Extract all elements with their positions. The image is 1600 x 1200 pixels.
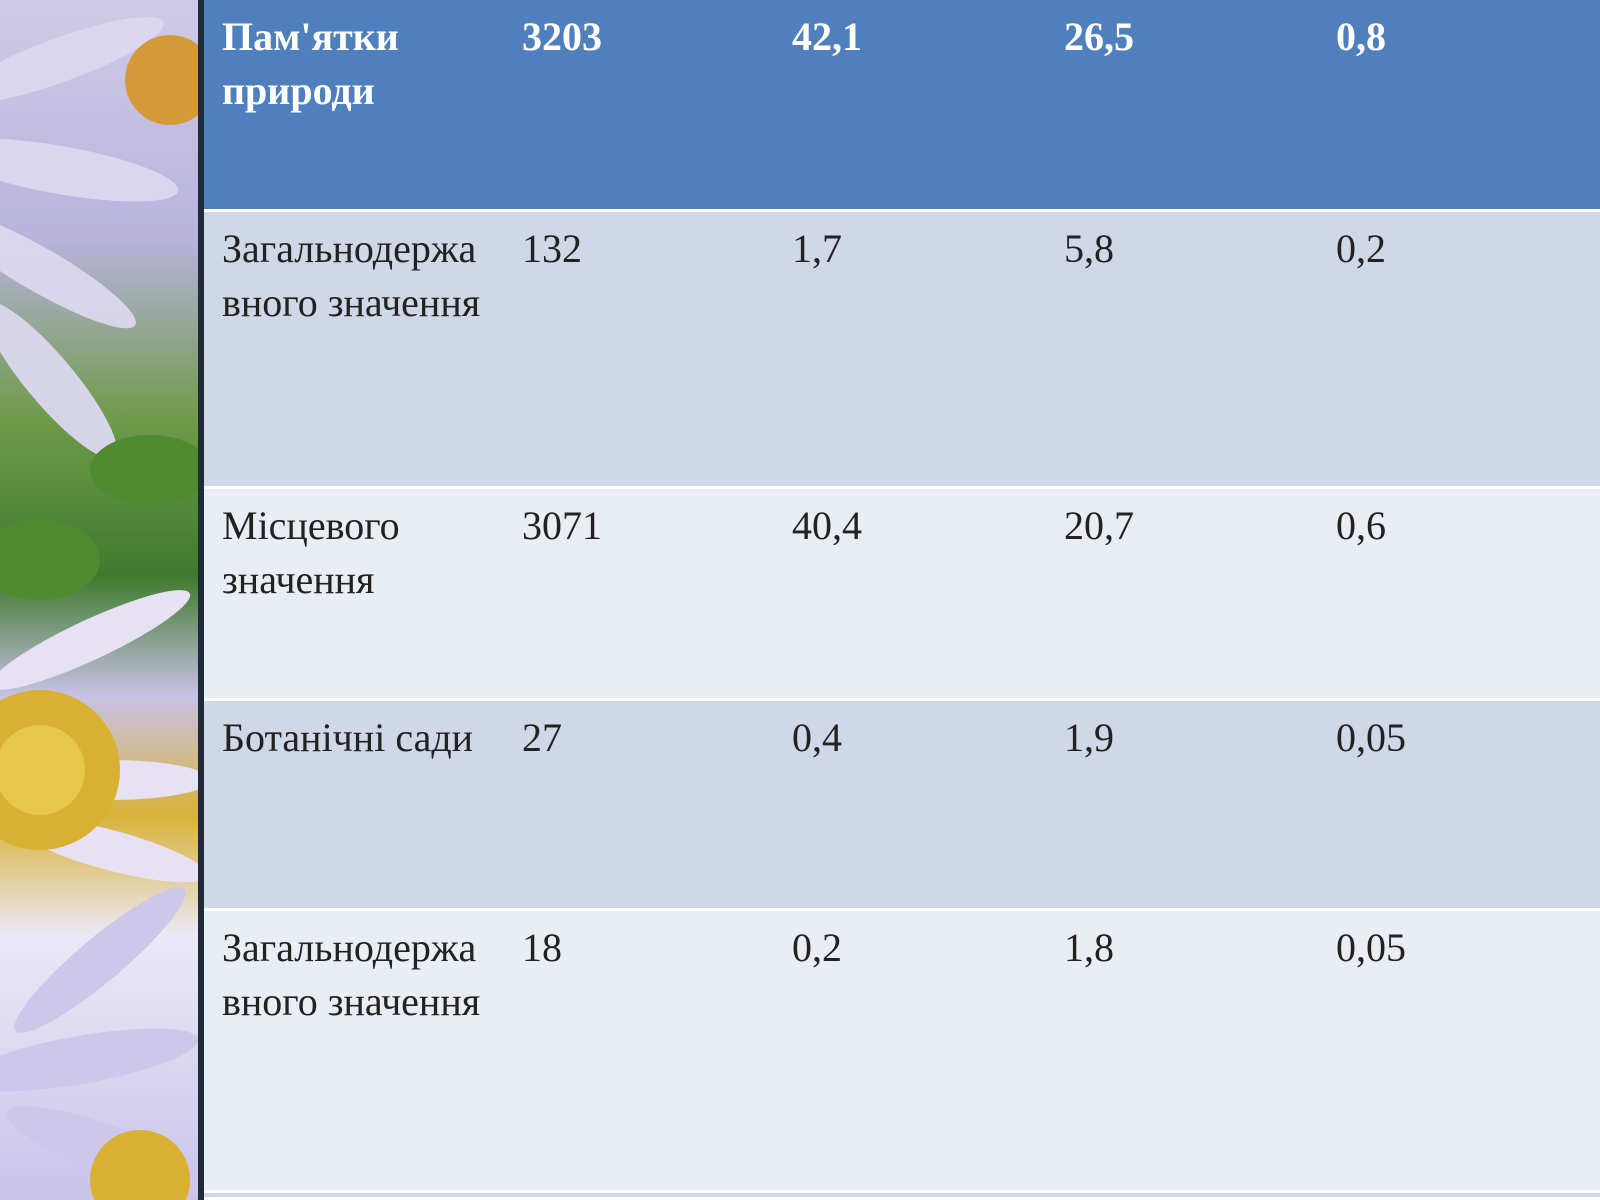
table-cell: Ботанічні сади	[222, 715, 474, 760]
table-row: Пам'ятки природи 3203 42,1 26,5 0,8	[204, 0, 1600, 212]
table-cell: 1,7	[792, 226, 842, 271]
table-cell: Місцевого значення	[222, 503, 400, 602]
table-cell: 42,1	[792, 14, 862, 59]
flower-photo	[0, 0, 200, 1200]
table-row: Ботанічні сади 27 0,4 1,9 0,05	[204, 701, 1600, 911]
table-cell: 40,4	[792, 503, 862, 548]
table-cell: 18	[522, 925, 562, 970]
table-cell: 3071	[522, 503, 602, 548]
table-cell: 5,8	[1064, 226, 1114, 271]
table-cell: Пам'ятки природи	[222, 14, 399, 113]
table-cell: 0,05	[1336, 925, 1406, 970]
table-cell: 132	[522, 226, 582, 271]
table-row-partial	[204, 1193, 1600, 1200]
table-cell: 27	[522, 715, 562, 760]
table-cell: 26,5	[1064, 14, 1134, 59]
table-cell: Загальнодержа вного значення	[222, 226, 481, 325]
table-cell: 0,4	[792, 715, 842, 760]
table-row: Місцевого значення 3071 40,4 20,7 0,6	[204, 489, 1600, 701]
table-cell: 20,7	[1064, 503, 1134, 548]
table-cell: 0,2	[1336, 226, 1386, 271]
table-cell: 3203	[522, 14, 602, 59]
table-cell: 0,6	[1336, 503, 1386, 548]
table-row: Загальнодержа вного значення 18 0,2 1,8 …	[204, 911, 1600, 1193]
table-cell: 0,8	[1336, 14, 1386, 59]
vertical-divider	[198, 0, 204, 1200]
table-cell: 1,8	[1064, 925, 1114, 970]
table-cell: 1,9	[1064, 715, 1114, 760]
table-row: Загальнодержа вного значення 132 1,7 5,8…	[204, 212, 1600, 489]
table-cell: 0,2	[792, 925, 842, 970]
data-table: Пам'ятки природи 3203 42,1 26,5 0,8 Зага…	[204, 0, 1600, 1200]
table-cell: Загальнодержа вного значення	[222, 925, 481, 1024]
table-cell: 0,05	[1336, 715, 1406, 760]
